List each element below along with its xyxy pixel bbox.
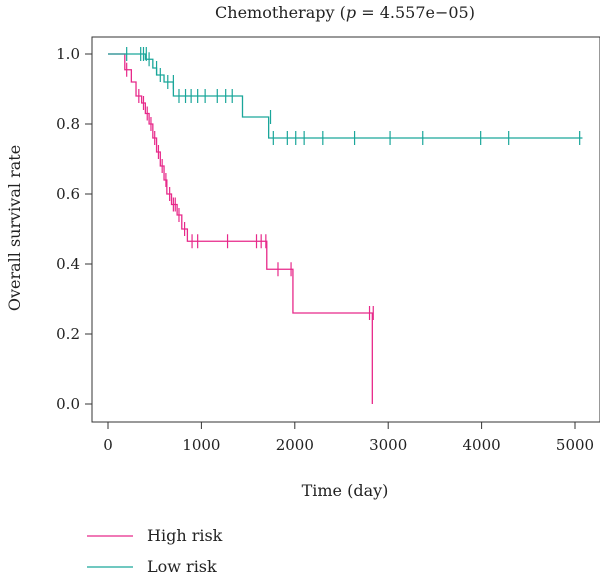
chart-title-p: p [346, 3, 356, 22]
x-axis-title: Time (day) [302, 481, 389, 500]
x-tick-label: 5000 [556, 436, 594, 454]
legend: High risk Low risk [87, 526, 223, 576]
chart-title-prefix: Chemotherapy ( [215, 3, 346, 22]
y-tick-label: 0.6 [56, 185, 80, 203]
y-tick-label: 1.0 [56, 45, 80, 63]
series-high-risk [108, 53, 374, 404]
x-axis: 0 1000 2000 3000 4000 5000 [103, 421, 594, 454]
x-tick-label: 1000 [182, 436, 220, 454]
legend-label: Low risk [147, 557, 217, 576]
series-low-risk [108, 47, 583, 145]
x-tick-label: 2000 [276, 436, 314, 454]
legend-label: High risk [147, 526, 223, 545]
x-tick-label: 3000 [369, 436, 407, 454]
x-tick-label: 0 [103, 436, 113, 454]
y-tick-label: 0.0 [56, 395, 80, 413]
y-axis: 0.0 0.2 0.4 0.6 0.8 1.0 [56, 45, 93, 413]
y-tick-label: 0.2 [56, 325, 80, 343]
survival-curve [108, 53, 373, 404]
chart-title: Chemotherapy (p = 4.557e−05) [215, 3, 475, 22]
y-tick-label: 0.8 [56, 115, 80, 133]
y-tick-label: 0.4 [56, 255, 80, 273]
x-tick-label: 4000 [463, 436, 501, 454]
chart-title-suffix: = 4.557e−05) [356, 3, 475, 22]
y-axis-title: Overall survival rate [5, 145, 24, 311]
series-layer [108, 47, 583, 404]
plot-frame [91, 36, 600, 423]
